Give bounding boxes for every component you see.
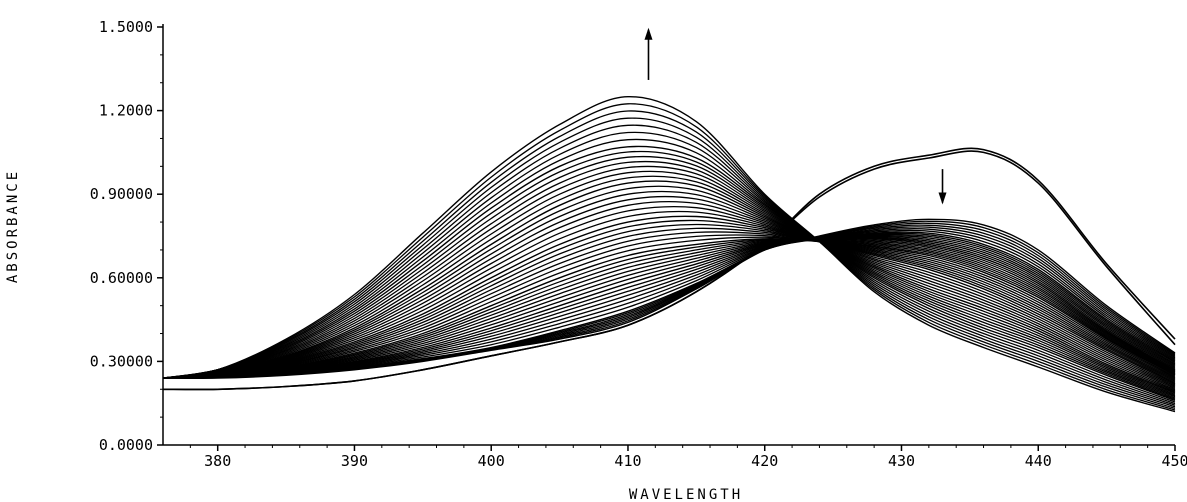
arrow-down-icon (938, 192, 947, 205)
y-tick-label: 0.90000 (90, 185, 153, 203)
interpolated-spectrum-line (162, 195, 1176, 390)
spectrum-line (162, 231, 1176, 379)
interpolated-spectrum-line (162, 124, 1176, 406)
interpolated-spectrum-line (162, 190, 1176, 391)
x-tick-label: 440 (1025, 452, 1052, 470)
spectrum-line (162, 95, 1176, 413)
interpolated-spectrum-line (162, 138, 1176, 403)
interpolated-spectrum-line (162, 150, 1176, 400)
x-tick-label: 400 (478, 452, 505, 470)
interpolated-spectrum-line (162, 110, 1176, 410)
interpolated-spectrum-line (162, 233, 1176, 379)
spectrum-line (162, 150, 1176, 391)
interpolated-spectrum-line (162, 131, 1176, 405)
y-tick-label: 1.2000 (99, 102, 153, 120)
y-tick-label: 0.30000 (90, 352, 153, 370)
interpolated-spectrum-line (162, 223, 1176, 382)
x-tick-label: 390 (341, 452, 368, 470)
interpolated-spectrum-line (162, 238, 1176, 379)
interpolated-spectrum-line (162, 155, 1176, 399)
x-tick-label: 420 (751, 452, 778, 470)
interpolated-spectrum-line (162, 231, 1176, 380)
interpolated-spectrum-line (162, 160, 1176, 398)
interpolated-spectrum-line (162, 117, 1176, 408)
interpolated-spectrum-line (162, 165, 1176, 397)
interpolated-spectrum-line (162, 238, 1176, 379)
annotations (644, 27, 947, 205)
y-tick-label: 1.5000 (99, 18, 153, 36)
interpolated-spectrum-line (162, 219, 1176, 384)
spectrum-line (162, 180, 1176, 393)
axes (162, 24, 1175, 446)
arrow-up-icon (644, 27, 653, 40)
interpolated-spectrum-line (162, 227, 1176, 381)
interpolated-spectrum-line (162, 236, 1176, 379)
spectrum-line (162, 215, 1176, 385)
x-tick-label: 450 (1161, 452, 1187, 470)
interpolated-spectrum-line (162, 175, 1176, 394)
interpolated-spectrum-line (162, 236, 1176, 379)
interpolated-spectrum-line (162, 170, 1176, 396)
interpolated-spectrum-line (162, 239, 1176, 379)
spectra-lines (162, 95, 1176, 413)
interpolated-spectrum-line (162, 238, 1176, 379)
spectrum-line (162, 145, 1176, 402)
interpolated-spectrum-line (162, 234, 1176, 379)
x-tick-label: 380 (204, 452, 231, 470)
spectrum-line (162, 218, 1176, 380)
interpolated-spectrum-line (162, 234, 1176, 379)
interpolated-spectrum-line (162, 236, 1176, 379)
interpolated-spectrum-line (162, 185, 1176, 392)
x-tick-label: 430 (888, 452, 915, 470)
interpolated-spectrum-line (162, 239, 1176, 379)
interpolated-spectrum-line (162, 235, 1176, 379)
interpolated-spectrum-line (162, 210, 1176, 386)
interpolated-spectrum-line (162, 239, 1176, 379)
y-tick-label: 0.0000 (99, 436, 153, 454)
ticks: 380 390 400 410 420 430 440 450 0.0000 0.30000 0.6… (90, 18, 1187, 470)
y-axis-label: ABSORBANCE (5, 169, 21, 283)
interpolated-spectrum-line (162, 200, 1176, 388)
x-tick-label: 410 (614, 452, 641, 470)
interpolated-spectrum-line (162, 103, 1176, 411)
x-axis-label: WAVELENGTH (629, 487, 743, 502)
spectrum-line (162, 237, 1176, 379)
interpolated-spectrum-line (162, 205, 1176, 387)
spectrum-line (162, 238, 1176, 379)
y-tick-label: 0.60000 (90, 269, 153, 287)
